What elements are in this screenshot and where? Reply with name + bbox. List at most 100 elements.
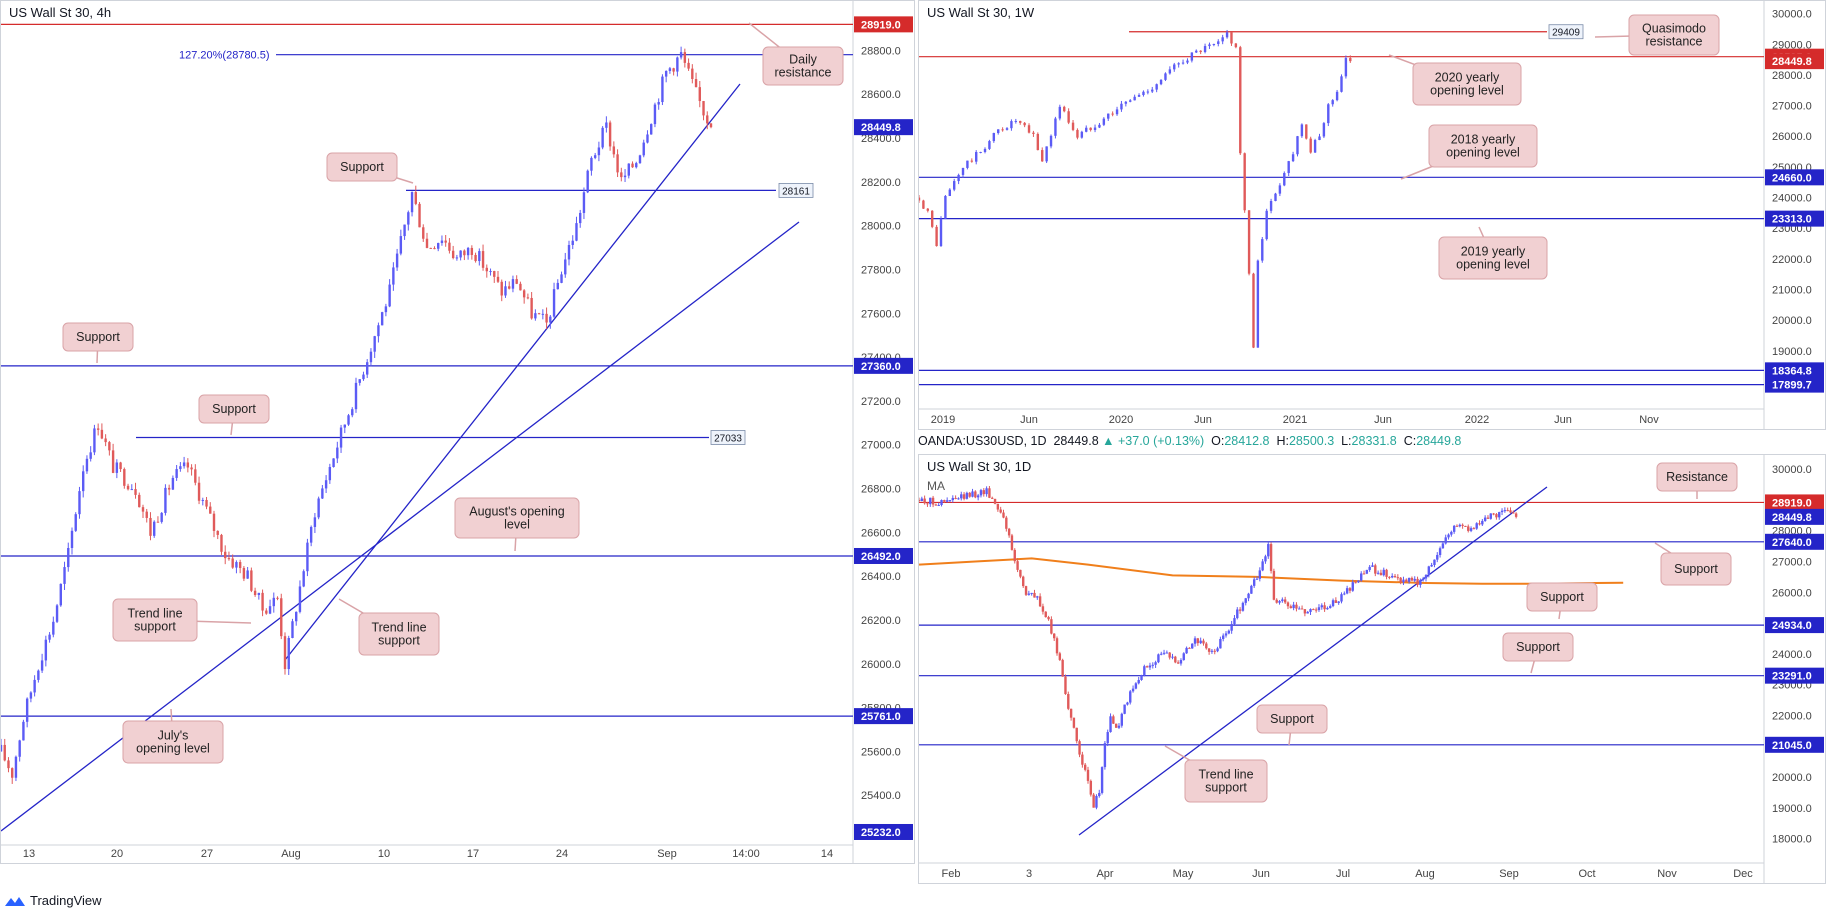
candle-body [119, 462, 122, 470]
open-label: O: [1211, 434, 1225, 448]
candle-body [1287, 161, 1290, 174]
candle-body [440, 240, 444, 244]
candle-body [1055, 638, 1059, 654]
candle-body [1193, 638, 1197, 644]
chart-4h-canvas[interactable]: 28800.0 28600.0 28400.0 28200.0 28000.0 27800… [1, 1, 914, 863]
price-badge [1765, 376, 1824, 393]
candle-body [564, 259, 567, 275]
price-tick-label: 22000.0 [1772, 254, 1812, 266]
candle-body [590, 157, 593, 171]
candle-body [1002, 512, 1005, 518]
candle-body [89, 452, 92, 459]
candle-body [605, 122, 608, 128]
price-tick-label: 28400.0 [861, 133, 901, 145]
candle-body [965, 492, 969, 499]
candle-body [1385, 569, 1388, 577]
candle-body [354, 382, 358, 410]
time-tick-label: 17 [467, 848, 479, 860]
candle-body [1045, 146, 1048, 162]
candle-body [37, 670, 40, 680]
candle-body [336, 447, 339, 459]
candle-body [1157, 654, 1160, 663]
candle-body [55, 605, 59, 622]
candle-body [1309, 138, 1312, 153]
candle-body [1436, 554, 1439, 560]
candle-body [679, 52, 683, 58]
candle-body [1098, 124, 1101, 128]
candle-body [1478, 523, 1481, 525]
candle-body [1076, 129, 1079, 138]
callout-text: level [504, 518, 530, 532]
candle-body [287, 638, 290, 670]
candle-body [1351, 582, 1354, 591]
candle-body [67, 547, 70, 568]
candle-body [115, 462, 119, 473]
candle-body [407, 212, 410, 225]
candle-body [560, 274, 563, 283]
chart-panel-weekly[interactable]: 30000.0 29000.0 28000.0 27000.0 26000.0 25000… [918, 0, 1826, 430]
candle-body [1112, 716, 1115, 724]
candle-body [1027, 125, 1031, 133]
candle-body [164, 487, 167, 513]
candle-body [1419, 579, 1422, 586]
price-tick-label: 29000.0 [1772, 39, 1812, 51]
candle-body [1168, 652, 1171, 658]
candle-body [138, 494, 141, 508]
candle-body [351, 409, 354, 416]
price-tick-label: 28200.0 [861, 177, 901, 189]
price-tick-label: 28600.0 [861, 89, 901, 101]
price-badge-label: 26492.0 [861, 551, 901, 563]
candle-body [1309, 609, 1312, 612]
candle-body [160, 512, 163, 522]
candle-body [948, 500, 952, 502]
callout-box [1438, 236, 1548, 280]
candle-body [1063, 106, 1066, 112]
candle-body [1098, 792, 1101, 797]
candle-body [1500, 510, 1504, 513]
candle-body [444, 240, 447, 243]
symbol-name: OANDA:US30USD, 1D [918, 434, 1047, 448]
time-tick-label: 2021 [1283, 414, 1307, 426]
candle-body [1481, 520, 1484, 525]
candle-body [1050, 619, 1053, 634]
candle-body [1318, 136, 1321, 141]
candle-body [1264, 556, 1267, 562]
candle-body [1058, 106, 1062, 119]
chart-daily-canvas[interactable]: 30000.029000.028000.027000.026000.025000… [919, 455, 1825, 883]
candle-body [1168, 69, 1172, 74]
time-tick-label: 3 [1026, 868, 1032, 880]
candle-body [182, 462, 186, 467]
candle-body [1216, 648, 1219, 652]
price-tick-label: 28800.0 [861, 45, 901, 57]
candle-body [1010, 121, 1013, 129]
candle-body [253, 590, 257, 596]
candle-body [1272, 570, 1276, 600]
callout-text: opening level [1456, 258, 1530, 272]
chart-weekly-canvas[interactable]: 30000.029000.028000.027000.026000.025000… [919, 1, 1825, 429]
price-badge [1765, 508, 1824, 525]
candle-body [1222, 635, 1225, 639]
chart-panel-4h[interactable]: 28800.0 28600.0 28400.0 28200.0 28000.0 27800… [0, 0, 915, 864]
candle-body [1140, 675, 1143, 680]
callout-text: support [134, 620, 176, 634]
tradingview-logo[interactable]: TradingView [4, 893, 102, 908]
time-tick-label: 2020 [1109, 414, 1133, 426]
candle-body [1410, 577, 1414, 581]
candle-body [493, 271, 496, 277]
chart-panel-daily[interactable]: 30000.029000.028000.027000.026000.025000… [918, 454, 1826, 884]
candle-body [1221, 37, 1224, 42]
callout-box [1428, 124, 1538, 168]
candle-body [1067, 694, 1070, 709]
candle-body [579, 212, 582, 224]
candle-body [1275, 599, 1278, 603]
candle-body [265, 610, 268, 614]
candle-body [1126, 702, 1129, 705]
time-tick-label: Jun [1374, 414, 1392, 426]
candle-body [474, 254, 477, 262]
price-badge [1765, 494, 1824, 511]
price-tick-label: 26000.0 [1772, 131, 1812, 143]
candle-body [14, 756, 18, 778]
candle-body [623, 175, 627, 178]
candle-body [1467, 526, 1470, 531]
candle-body [366, 362, 369, 375]
